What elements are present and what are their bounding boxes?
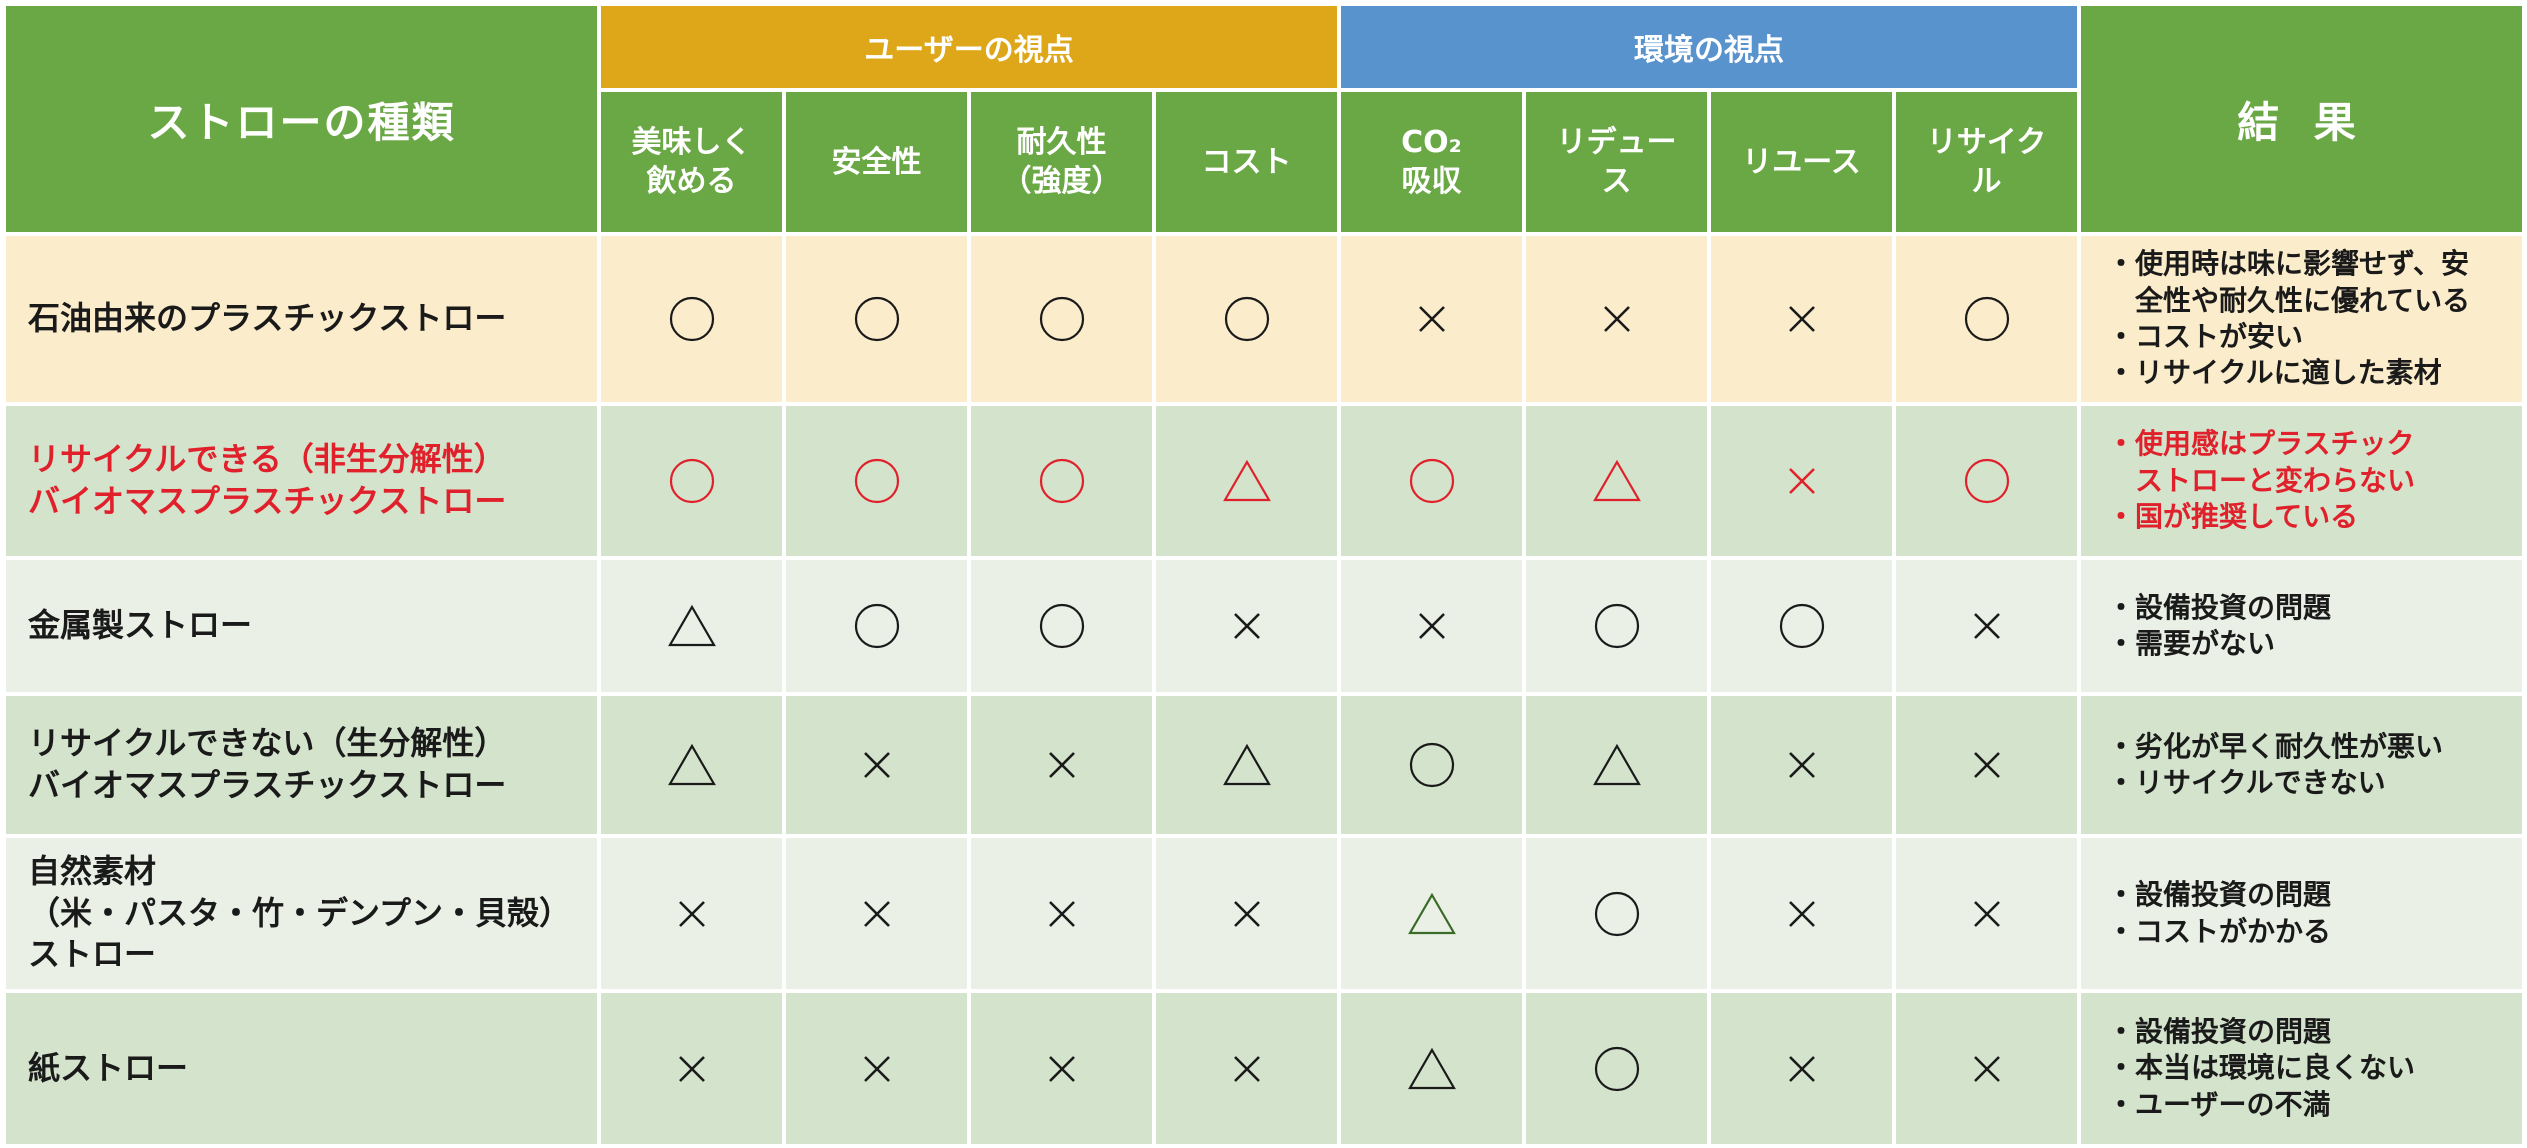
rating-cross-mark	[1711, 838, 1892, 989]
rating-cross-mark	[1896, 560, 2077, 692]
rating-circle-mark	[601, 236, 782, 402]
header-cost: コスト	[1156, 92, 1337, 232]
straw-type-name: 紙ストロー	[6, 993, 597, 1144]
rating-cross-mark	[1896, 993, 2077, 1144]
result-notes: ・設備投資の問題 ・需要がない	[2081, 560, 2522, 692]
result-notes: ・設備投資の問題 ・コストがかかる	[2081, 838, 2522, 989]
result-notes: ・設備投資の問題 ・本当は環境に良くない ・ユーザーの不満	[2081, 993, 2522, 1144]
rating-cross-mark	[971, 838, 1152, 989]
straw-comparison-table: ストローの種類 ユーザーの視点 環境の視点 結 果 美味しく 飲める 安全性 耐久性…	[6, 6, 2522, 1144]
rating-cross-mark	[1526, 236, 1707, 402]
rating-cross-mark	[1341, 560, 1522, 692]
rating-circle-mark	[1156, 236, 1337, 402]
rating-circle-mark	[1526, 838, 1707, 989]
header-co2-absorption: CO₂ 吸収	[1341, 92, 1522, 232]
rating-circle-mark	[601, 406, 782, 556]
rating-cross-mark	[1711, 236, 1892, 402]
rating-cross-mark	[1711, 406, 1892, 556]
rating-cross-mark	[1711, 696, 1892, 834]
header-safety: 安全性	[786, 92, 967, 232]
rating-circle-mark	[1341, 406, 1522, 556]
rating-cross-mark	[786, 696, 967, 834]
result-notes: ・劣化が早く耐久性が悪い ・リサイクルできない	[2081, 696, 2522, 834]
straw-type-name: リサイクルできる（非生分解性） バイオマスプラスチックストロー	[6, 406, 597, 556]
rating-cross-mark	[786, 838, 967, 989]
straw-type-name: リサイクルできない（生分解性） バイオマスプラスチックストロー	[6, 696, 597, 834]
rating-cross-mark	[1896, 696, 2077, 834]
rating-cross-mark	[1156, 838, 1337, 989]
rating-circle-mark	[786, 236, 967, 402]
rating-triangle-mark	[1526, 406, 1707, 556]
rating-cross-mark	[601, 993, 782, 1144]
rating-triangle-mark	[601, 696, 782, 834]
rating-triangle-mark	[1341, 838, 1522, 989]
header-group-environment: 環境の視点	[1341, 6, 2077, 88]
rating-cross-mark	[786, 993, 967, 1144]
header-reduce: リデュー ス	[1526, 92, 1707, 232]
rating-cross-mark	[601, 838, 782, 989]
header-durability: 耐久性 （強度）	[971, 92, 1152, 232]
rating-circle-mark	[971, 560, 1152, 692]
rating-cross-mark	[971, 993, 1152, 1144]
rating-circle-mark	[786, 560, 967, 692]
rating-cross-mark	[1711, 993, 1892, 1144]
rating-cross-mark	[1156, 993, 1337, 1144]
straw-type-name: 金属製ストロー	[6, 560, 597, 692]
rating-circle-mark	[971, 236, 1152, 402]
rating-circle-mark	[1341, 696, 1522, 834]
rating-triangle-mark	[1341, 993, 1522, 1144]
rating-triangle-mark	[1156, 696, 1337, 834]
straw-type-name: 石油由来のプラスチックストロー	[6, 236, 597, 402]
rating-circle-mark	[1896, 406, 2077, 556]
header-reuse: リユース	[1711, 92, 1892, 232]
rating-circle-mark	[971, 406, 1152, 556]
rating-cross-mark	[1341, 236, 1522, 402]
result-notes: ・使用感はプラスチック ストローと変わらない ・国が推奨している	[2081, 406, 2522, 556]
rating-cross-mark	[1156, 560, 1337, 692]
rating-cross-mark	[1896, 838, 2077, 989]
result-notes: ・使用時は味に影響せず、安 全性や耐久性に優れている ・コストが安い ・リサイク…	[2081, 236, 2522, 402]
header-result: 結 果	[2081, 6, 2522, 232]
header-recycle: リサイク ル	[1896, 92, 2077, 232]
header-straw-type: ストローの種類	[6, 6, 597, 232]
header-group-user: ユーザーの視点	[601, 6, 1337, 88]
rating-circle-mark	[1526, 993, 1707, 1144]
rating-triangle-mark	[1156, 406, 1337, 556]
rating-circle-mark	[1526, 560, 1707, 692]
rating-triangle-mark	[1526, 696, 1707, 834]
header-tasty: 美味しく 飲める	[601, 92, 782, 232]
straw-type-name: 自然素材 （米・パスタ・竹・デンプン・貝殻） ストロー	[6, 838, 597, 989]
rating-circle-mark	[1896, 236, 2077, 402]
rating-triangle-mark	[601, 560, 782, 692]
rating-circle-mark	[1711, 560, 1892, 692]
rating-cross-mark	[971, 696, 1152, 834]
rating-circle-mark	[786, 406, 967, 556]
